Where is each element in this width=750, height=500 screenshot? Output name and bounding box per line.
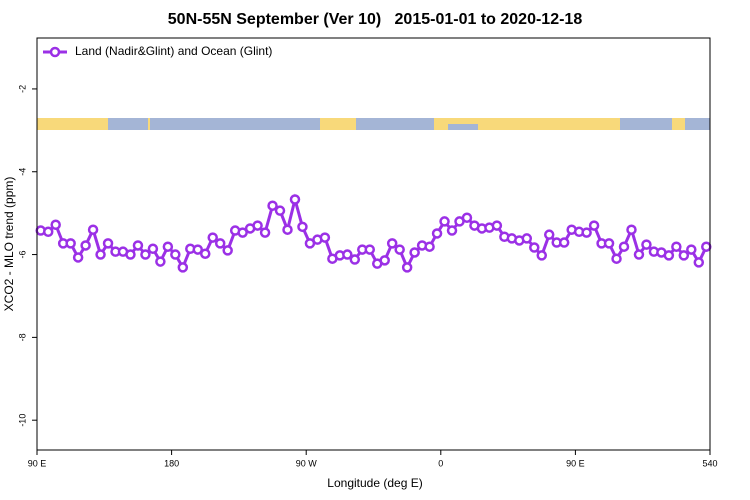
- data-point: [558, 237, 570, 248]
- data-point: [125, 249, 136, 260]
- data-point: [439, 216, 450, 227]
- legend-marker: [49, 46, 61, 58]
- data-point: [529, 242, 540, 253]
- data-point: [87, 224, 99, 235]
- data-point: [581, 227, 592, 238]
- data-point: [132, 240, 144, 251]
- data-point: [693, 257, 705, 268]
- data-point: [386, 238, 398, 249]
- data-point: [80, 240, 91, 251]
- data-point: [611, 253, 622, 264]
- data-point: [588, 220, 600, 231]
- data-point: [170, 249, 181, 260]
- data-point: [633, 249, 645, 260]
- x-tick-label: 540: [702, 458, 717, 468]
- y-tick-label: -2: [17, 85, 27, 93]
- data-point: [214, 238, 226, 249]
- legend-label: Land (Nadir&Glint) and Ocean (Glint): [75, 44, 272, 58]
- data-point: [102, 238, 114, 249]
- data-point: [95, 249, 106, 260]
- data-point: [701, 241, 712, 252]
- y-tick-label: -4: [17, 168, 27, 176]
- data-point: [140, 249, 151, 260]
- data-point: [521, 233, 533, 244]
- data-point: [282, 224, 293, 235]
- land-ocean-strip: [37, 118, 710, 130]
- data-point: [200, 248, 211, 259]
- data-point: [192, 244, 204, 255]
- x-tick-label: 90 E: [28, 458, 47, 468]
- data-point: [671, 241, 682, 252]
- data-point: [222, 245, 233, 256]
- data-point: [536, 250, 547, 261]
- data-point: [267, 200, 278, 211]
- data-point: [603, 238, 615, 249]
- x-tick-label: 90 E: [566, 458, 585, 468]
- plot-frame: [36, 37, 711, 451]
- data-point: [297, 221, 308, 233]
- series-line: [40, 193, 708, 271]
- data-point: [237, 227, 248, 238]
- data-point: [543, 229, 555, 240]
- data-point: [424, 241, 435, 252]
- x-tick-label: 0: [438, 458, 443, 468]
- chart-title: 50N-55N September (Ver 10) 2015-01-01 to…: [168, 11, 583, 28]
- data-point: [678, 250, 690, 261]
- data-point: [394, 244, 405, 255]
- x-tick-label: 180: [164, 458, 179, 468]
- data-point: [259, 227, 271, 238]
- data-point: [155, 256, 166, 267]
- data-point: [364, 244, 376, 255]
- y-tick-label: -10: [17, 414, 27, 427]
- data-point: [349, 254, 361, 265]
- data-point: [379, 255, 390, 266]
- data-point: [50, 219, 61, 230]
- data-point: [42, 226, 54, 238]
- x-axis-label: Longitude (deg E): [327, 476, 422, 490]
- data-point: [65, 238, 76, 249]
- data-point: [147, 243, 159, 255]
- data-point: [461, 212, 473, 223]
- data-point: [252, 220, 263, 231]
- data-point: [686, 244, 697, 255]
- x-tick-label: 90 W: [296, 458, 318, 468]
- data-point: [431, 228, 443, 239]
- data-point: [641, 239, 652, 250]
- data-point: [207, 232, 218, 243]
- data-point: [446, 225, 458, 236]
- data-point: [626, 224, 637, 235]
- data-point: [72, 252, 84, 263]
- data-point: [162, 241, 174, 252]
- data-point: [177, 262, 189, 273]
- data-point: [289, 194, 301, 205]
- data-point: [319, 232, 331, 243]
- y-tick-label: -8: [17, 333, 27, 341]
- data-point: [663, 250, 675, 261]
- data-point: [274, 205, 286, 216]
- y-tick-label: -6: [17, 251, 27, 259]
- data-point: [491, 220, 503, 231]
- data-point: [618, 241, 630, 252]
- data-point: [401, 262, 413, 273]
- y-axis-label: XCO2 - MLO trend (ppm): [2, 177, 16, 312]
- data-point: [342, 249, 353, 260]
- data-point: [409, 247, 420, 258]
